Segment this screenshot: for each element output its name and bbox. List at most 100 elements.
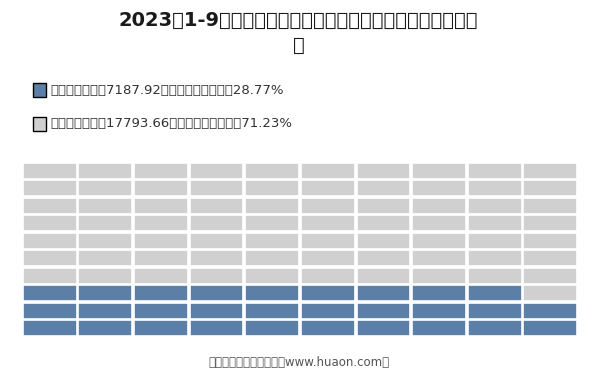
Bar	[524, 267, 577, 284]
Bar	[190, 250, 244, 266]
Bar	[245, 303, 299, 319]
Bar	[245, 250, 299, 266]
Bar	[524, 303, 577, 319]
Bar	[301, 320, 355, 336]
Bar	[134, 215, 188, 231]
Bar	[468, 162, 522, 179]
Bar	[134, 285, 188, 301]
Bar	[524, 285, 577, 301]
Bar	[78, 285, 132, 301]
Bar	[245, 198, 299, 214]
Bar	[78, 162, 132, 179]
Bar	[524, 232, 577, 249]
Bar	[468, 285, 522, 301]
Bar	[524, 250, 577, 266]
Bar	[412, 320, 466, 336]
Bar	[190, 285, 244, 301]
Bar	[190, 198, 244, 214]
Bar	[412, 198, 466, 214]
Bar	[23, 285, 76, 301]
Bar	[524, 162, 577, 179]
Bar	[412, 267, 466, 284]
Bar	[23, 250, 76, 266]
Bar	[245, 232, 299, 249]
Bar	[412, 232, 466, 249]
Bar	[301, 303, 355, 319]
Bar	[134, 198, 188, 214]
Bar	[190, 303, 244, 319]
Bar	[134, 303, 188, 319]
Bar	[468, 180, 522, 196]
Bar	[468, 303, 522, 319]
Bar	[301, 198, 355, 214]
Bar	[356, 162, 410, 179]
Bar	[468, 232, 522, 249]
Bar	[78, 180, 132, 196]
Bar	[134, 232, 188, 249]
Bar	[356, 180, 410, 196]
Bar	[190, 215, 244, 231]
Bar	[190, 162, 244, 179]
Bar	[356, 215, 410, 231]
Bar	[412, 162, 466, 179]
Bar	[190, 232, 244, 249]
Bar	[468, 320, 522, 336]
Bar	[190, 267, 244, 284]
Bar	[301, 180, 355, 196]
Bar	[23, 162, 76, 179]
Bar	[23, 267, 76, 284]
Text: 上年结转合同额17793.66亿元，占签订合同的71.23%: 上年结转合同额17793.66亿元，占签订合同的71.23%	[51, 117, 293, 130]
Bar	[134, 162, 188, 179]
Bar	[78, 215, 132, 231]
Bar	[524, 320, 577, 336]
Text: 制图：华经产业研究院（www.huaon.com）: 制图：华经产业研究院（www.huaon.com）	[208, 356, 389, 369]
Bar	[412, 180, 466, 196]
Bar	[134, 180, 188, 196]
Bar	[301, 267, 355, 284]
Bar	[356, 232, 410, 249]
Bar	[412, 215, 466, 231]
Bar	[245, 180, 299, 196]
Bar	[301, 162, 355, 179]
Bar	[245, 162, 299, 179]
Bar	[134, 267, 188, 284]
Bar	[356, 320, 410, 336]
Bar	[412, 285, 466, 301]
Bar	[78, 303, 132, 319]
Bar	[301, 232, 355, 249]
Bar	[190, 320, 244, 336]
Bar	[524, 180, 577, 196]
Bar	[23, 320, 76, 336]
Bar	[190, 180, 244, 196]
Bar	[245, 267, 299, 284]
Bar	[245, 285, 299, 301]
Bar	[301, 215, 355, 231]
Bar	[412, 303, 466, 319]
Bar	[78, 320, 132, 336]
Bar	[245, 320, 299, 336]
Bar	[134, 320, 188, 336]
Bar	[524, 198, 577, 214]
Bar	[356, 285, 410, 301]
Bar	[23, 215, 76, 231]
Bar	[356, 303, 410, 319]
Bar	[468, 215, 522, 231]
Bar	[245, 215, 299, 231]
Text: 2023年1-9月四川国有及国有控股建筑业企业签订合同金额结
构: 2023年1-9月四川国有及国有控股建筑业企业签订合同金额结 构	[119, 11, 478, 55]
Bar	[468, 250, 522, 266]
Bar	[78, 267, 132, 284]
Bar	[134, 250, 188, 266]
Bar	[23, 303, 76, 319]
Bar	[78, 232, 132, 249]
Bar	[468, 267, 522, 284]
Bar	[23, 232, 76, 249]
Bar	[23, 198, 76, 214]
Bar	[356, 198, 410, 214]
Bar	[356, 250, 410, 266]
Bar	[78, 250, 132, 266]
Bar	[468, 198, 522, 214]
Bar	[78, 198, 132, 214]
Bar	[412, 250, 466, 266]
Bar	[301, 250, 355, 266]
Bar	[23, 180, 76, 196]
